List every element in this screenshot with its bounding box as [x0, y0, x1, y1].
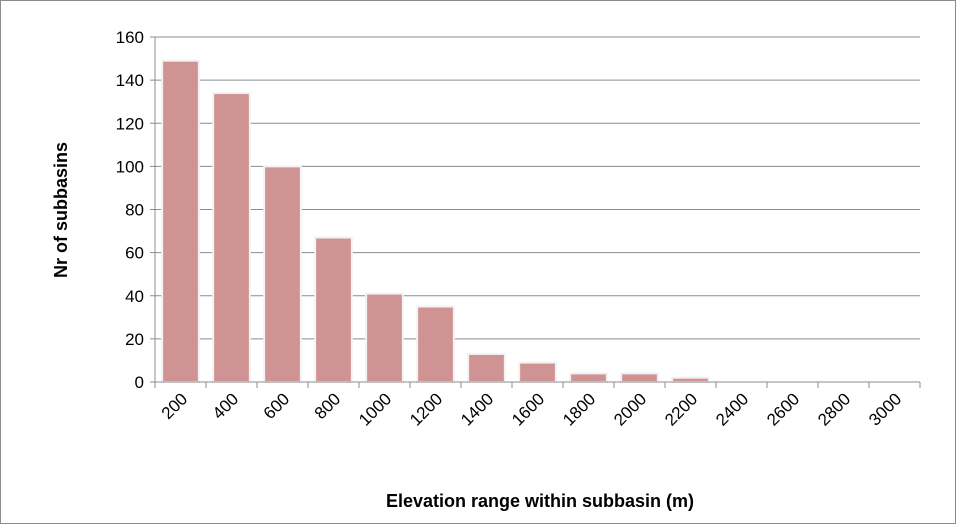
y-tick-label: 100	[116, 157, 144, 176]
bar	[263, 165, 302, 383]
y-tick-label: 140	[116, 71, 144, 90]
x-tick-label: 1000	[355, 389, 395, 429]
x-tick-label: 1200	[406, 389, 446, 429]
y-tick-label: 60	[125, 244, 144, 263]
bar	[569, 372, 608, 383]
y-axis-title: Nr of subbasins	[51, 142, 71, 278]
bar	[518, 361, 557, 383]
x-tick-label: 2600	[763, 389, 803, 429]
x-tick-label: 2400	[712, 389, 752, 429]
bar	[314, 236, 353, 383]
y-tick-label: 160	[116, 28, 144, 47]
y-tick-label: 120	[116, 114, 144, 133]
y-tick-labels: 0 20 40 60 80 100 120 140 160	[116, 28, 144, 392]
bar	[161, 59, 200, 383]
x-tick-labels: 200 400 600 800 1000 1200 1400 1600 1800 2000 2200…	[158, 389, 905, 429]
x-tick-label: 3000	[865, 389, 905, 429]
axes	[154, 37, 921, 388]
x-tick-label: 1800	[559, 389, 599, 429]
y-tick-label: 20	[125, 330, 144, 349]
x-tick-label: 1400	[457, 389, 497, 429]
y-tick-label: 0	[135, 373, 144, 392]
x-tick-label: 2000	[610, 389, 650, 429]
x-tick-label: 600	[260, 389, 293, 422]
x-axis-title: Elevation range within subbasin (m)	[386, 491, 694, 511]
x-tick-label: 200	[158, 389, 191, 422]
x-tick-label: 2200	[661, 389, 701, 429]
x-tick-label: 2800	[814, 389, 854, 429]
bar	[365, 292, 404, 383]
x-tick-label: 400	[209, 389, 242, 422]
bar	[620, 372, 659, 383]
y-tick-label: 40	[125, 287, 144, 306]
x-tick-label: 800	[311, 389, 344, 422]
bar	[467, 352, 506, 383]
y-tick-label: 80	[125, 201, 144, 220]
bars	[161, 59, 710, 383]
x-tick-label: 1600	[508, 389, 548, 429]
bar	[416, 305, 455, 383]
bar	[212, 92, 251, 383]
bar	[671, 376, 710, 383]
